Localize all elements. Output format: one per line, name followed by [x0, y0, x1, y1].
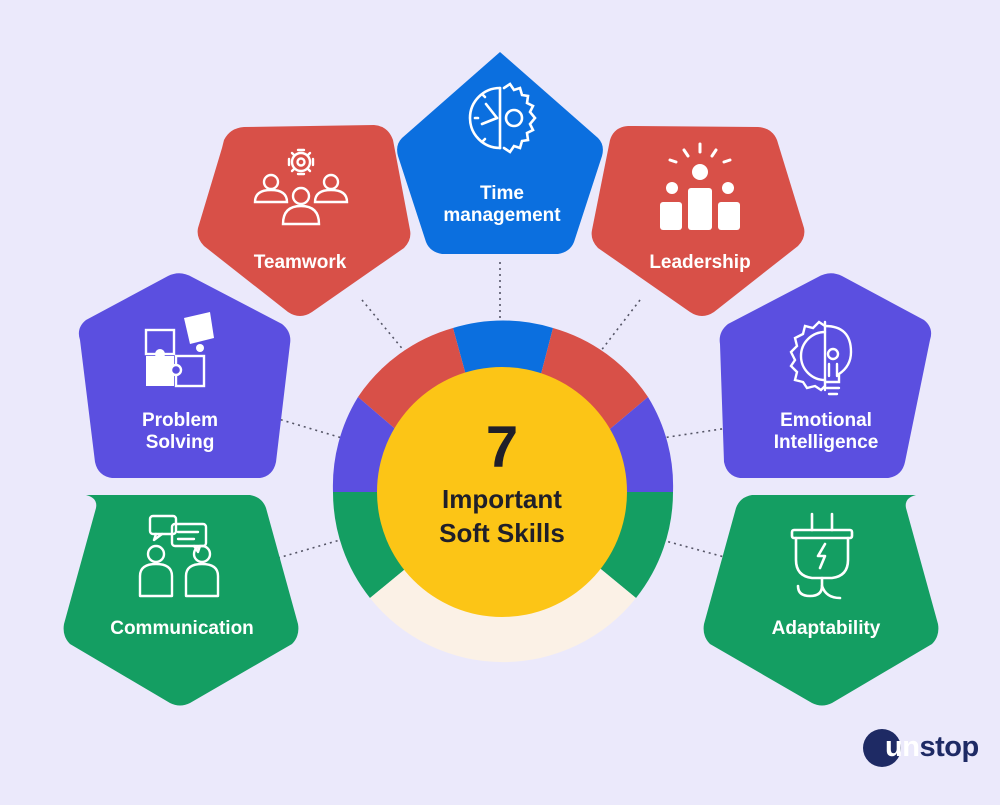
logo-text-stop: stop — [919, 731, 979, 763]
ring-segment-leadership — [534, 328, 648, 445]
skill-label-adaptability: Adaptability — [771, 618, 881, 639]
skill-label-communication: Communication — [110, 618, 254, 639]
skill-label-teamwork: Teamwork — [253, 252, 347, 273]
plug-icon — [790, 512, 854, 600]
skill-shape-communication — [63, 495, 299, 706]
team-gear-icon — [253, 148, 349, 226]
skill-shape-teamwork — [197, 125, 411, 316]
connector-teamwork — [361, 299, 406, 353]
skill-shape-problem-solving — [78, 273, 291, 478]
unstop-logo — [863, 729, 901, 767]
ring-segment-teamwork — [358, 328, 473, 445]
connector-problem — [274, 417, 343, 439]
skill-shape-adaptability — [703, 495, 939, 706]
skill-shape-time-management — [397, 52, 603, 254]
logo-text-un: un — [885, 731, 920, 763]
connector-emotional — [661, 427, 729, 439]
connector-communication — [277, 539, 341, 559]
skill-label-time-management: Time management — [443, 183, 561, 226]
skill-label-emotional-intelligence: Emotional Intelligence — [773, 410, 879, 453]
skill-label-problem-solving: Problem Solving — [141, 410, 219, 453]
clock-gear-icon — [468, 82, 537, 154]
logo-wordmark: unstop — [885, 731, 979, 764]
skill-label-leadership: Leadership — [649, 252, 751, 273]
center-circle — [377, 367, 627, 617]
center-number: 7 — [485, 414, 519, 480]
chat-people-icon — [138, 514, 220, 598]
podium-leader-icon — [660, 142, 740, 230]
connector-leadership — [599, 299, 641, 353]
connectors — [274, 262, 729, 559]
connector-adaptability — [661, 539, 729, 559]
puzzle-icon — [144, 312, 214, 388]
center-title: Important Soft Skills — [439, 484, 565, 548]
skill-shapes — [63, 52, 939, 706]
gear-bulb-icon — [789, 320, 853, 396]
